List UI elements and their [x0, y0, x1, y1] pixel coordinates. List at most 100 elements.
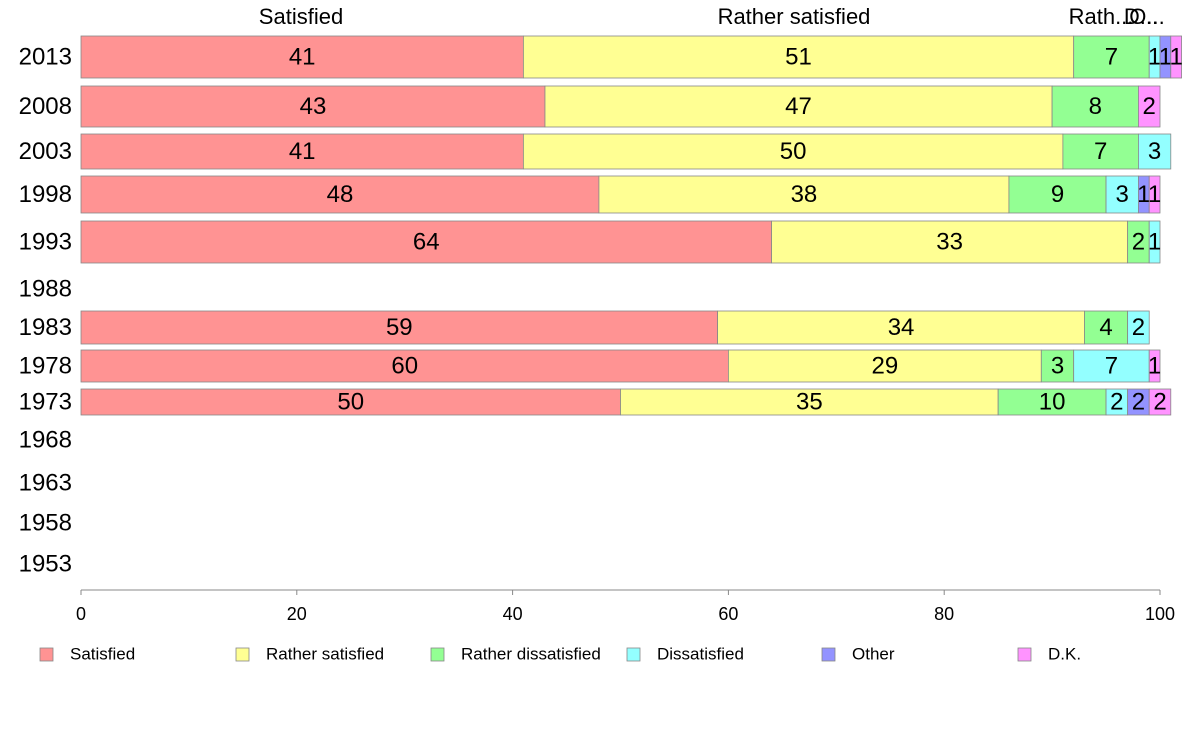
- year-label: 2003: [19, 138, 72, 165]
- bar-segment: [80, 349, 729, 383]
- year-label: 1988: [19, 275, 72, 302]
- legend-label: Rather satisfied: [266, 644, 384, 663]
- data-label: 64: [413, 228, 440, 255]
- data-label: 3: [1148, 138, 1161, 165]
- bar-segment: [80, 175, 600, 214]
- bar-segment: [80, 85, 546, 128]
- top-label: Rath...: [1069, 4, 1134, 29]
- data-label: 1: [1137, 181, 1150, 208]
- data-label: 1: [1170, 43, 1183, 70]
- data-label: 29: [872, 352, 899, 379]
- bar-segment: [598, 175, 1010, 214]
- data-label: 2: [1143, 93, 1156, 120]
- data-label: 1: [1148, 181, 1161, 208]
- bar-segment: [80, 310, 719, 345]
- year-label: 1968: [19, 426, 72, 453]
- data-label: 41: [289, 138, 316, 165]
- bar-segment: [80, 35, 524, 79]
- top-labels: Satisfied Rather satisfied Rath...D...O...: [259, 4, 1165, 29]
- data-label: 2: [1132, 314, 1145, 341]
- bar-segment: [80, 220, 772, 264]
- year-label: 2013: [19, 43, 72, 70]
- data-label: 7: [1105, 352, 1118, 379]
- data-label: 59: [386, 314, 413, 341]
- legend-label: Dissatisfied: [657, 644, 744, 663]
- bar-segment: [1148, 388, 1172, 416]
- bar-segment: [1148, 220, 1161, 264]
- data-label: 3: [1051, 352, 1064, 379]
- bar-segment: [1073, 349, 1150, 383]
- year-label: 1998: [19, 181, 72, 208]
- legend-label: D.K.: [1048, 644, 1081, 663]
- year-label: 1958: [19, 509, 72, 536]
- data-label: 50: [780, 138, 807, 165]
- x-tick-label: 40: [503, 604, 523, 624]
- year-label: 1978: [19, 352, 72, 379]
- bar-segment: [1148, 175, 1161, 214]
- data-label: 51: [785, 43, 812, 70]
- data-label: 2: [1132, 388, 1145, 415]
- legend-swatch: [235, 647, 250, 662]
- data-label: 7: [1094, 138, 1107, 165]
- year-label: 1973: [19, 388, 72, 415]
- data-label: 1: [1148, 228, 1161, 255]
- bar-segment: [1105, 175, 1139, 214]
- data-label: 4: [1099, 314, 1112, 341]
- year-label: 1993: [19, 228, 72, 255]
- bar-segment: [522, 133, 1064, 170]
- x-tick-label: 80: [934, 604, 954, 624]
- top-label: D...: [1124, 4, 1158, 29]
- bar-segment: [1040, 349, 1075, 383]
- top-label: Rather satisfied: [718, 4, 871, 29]
- data-label: 48: [327, 181, 354, 208]
- legend: Satisfied Rather satisfied Rather dissatis…: [39, 644, 1081, 663]
- top-label: O...: [1129, 4, 1164, 29]
- data-label: 2: [1132, 228, 1145, 255]
- bar-segment: [620, 388, 999, 416]
- year-label: 1953: [19, 550, 72, 577]
- year-label: 1983: [19, 314, 72, 341]
- x-tick-label: 60: [718, 604, 738, 624]
- data-label: 60: [391, 352, 418, 379]
- data-label: 34: [888, 314, 915, 341]
- data-label: 1: [1148, 352, 1161, 379]
- legend-label: Satisfied: [70, 644, 135, 663]
- data-label: 8: [1089, 93, 1102, 120]
- data-label: 7: [1105, 43, 1118, 70]
- data-label: 33: [936, 228, 963, 255]
- legend-swatch: [821, 647, 836, 662]
- bar-segment: [1170, 35, 1182, 79]
- x-tick-label: 0: [76, 604, 86, 624]
- bar-segment: [1138, 133, 1172, 170]
- year-label: 2008: [19, 93, 72, 120]
- data-label: 41: [289, 43, 316, 70]
- bar-segment: [1062, 133, 1139, 170]
- bar-segment: [717, 310, 1085, 345]
- top-label: Satisfied: [259, 4, 343, 29]
- legend-swatch: [39, 647, 54, 662]
- data-label: 35: [796, 388, 823, 415]
- year-label: 1963: [19, 469, 72, 496]
- data-label: 38: [791, 181, 818, 208]
- data-label: 43: [300, 93, 327, 120]
- bar-segment: [544, 85, 1053, 128]
- bar-segment: [771, 220, 1129, 264]
- bar-segment: [1138, 85, 1161, 128]
- data-label: 2: [1153, 388, 1166, 415]
- bar-segment: [1008, 175, 1107, 214]
- data-label: 1: [1159, 43, 1172, 70]
- bar-segment: [1127, 310, 1150, 345]
- x-axis: 0 20 40 60 80 100: [76, 589, 1175, 624]
- legend-swatch: [626, 647, 641, 662]
- data-label: 50: [337, 388, 364, 415]
- legend-swatch: [1017, 647, 1032, 662]
- bar-segment: [1148, 349, 1161, 383]
- data-label: 47: [785, 93, 812, 120]
- data-label: 1: [1148, 43, 1161, 70]
- data-label: 9: [1051, 181, 1064, 208]
- bar-segment: [80, 388, 621, 416]
- legend-label: Rather dissatisfied: [461, 644, 601, 663]
- bar-segment: [728, 349, 1042, 383]
